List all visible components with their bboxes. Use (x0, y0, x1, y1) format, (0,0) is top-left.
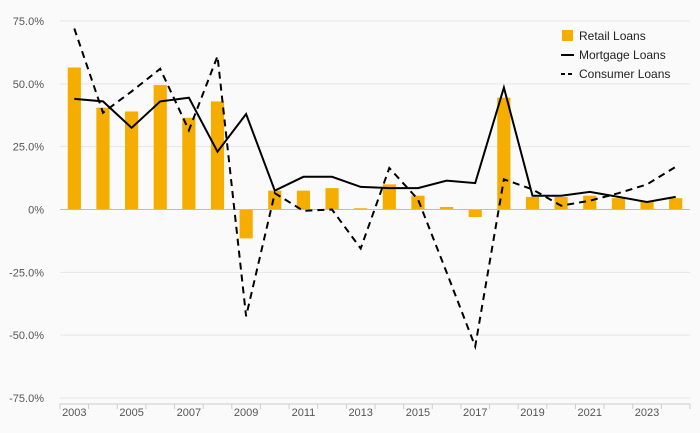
bar-retail-loans-2007 (182, 117, 196, 210)
bar-retail-loans-2023 (640, 201, 654, 210)
x-tick-label: 2021 (578, 407, 602, 419)
legend-swatch-retail-loans (562, 30, 573, 41)
x-tick-label: 2003 (62, 407, 86, 419)
x-tick-label: 2013 (348, 407, 372, 419)
legend-label-mortgage-loans: Mortgage Loans (579, 48, 666, 62)
y-tick-label: 25.0% (13, 142, 44, 154)
bar-retail-loans-2016 (440, 206, 454, 210)
x-tick-label: 2005 (119, 407, 143, 419)
legend-label-retail-loans: Retail Loans (579, 29, 646, 43)
x-axis: 2003 2005 2007 2009 2011 2013 2015 2017 2019 2021… (59, 403, 691, 419)
x-tick-label: 2017 (463, 407, 487, 419)
bar-retail-loans-2018 (497, 97, 511, 210)
x-tick-label: 2009 (234, 407, 258, 419)
bar-retail-loans-2017 (468, 209, 482, 218)
bar-retail-loans-2006 (153, 85, 167, 210)
bar-retail-loans-2004 (96, 107, 110, 210)
legend: Retail Loans Mortgage Loans Consumer Loans (561, 29, 670, 81)
bar-retail-loans-2019 (525, 196, 540, 210)
y-tick-label: -50.0% (9, 330, 44, 342)
bar-retail-loans-2020 (554, 196, 568, 210)
bar-retail-loans-2009 (239, 209, 253, 239)
bar-retail-loans-2024 (669, 198, 683, 210)
bar-retail-loans-2012 (325, 188, 339, 210)
y-tick-label: 50.0% (13, 79, 44, 91)
bar-retail-loans-2005 (125, 111, 139, 210)
bar-retail-loans-2014 (382, 184, 396, 210)
bar-retail-loans-2008 (210, 101, 225, 210)
bar-retail-loans-2022 (611, 198, 625, 210)
x-tick-label: 2019 (520, 407, 544, 419)
x-tick-label: 2011 (292, 407, 316, 419)
x-tick-label: 2007 (177, 407, 201, 419)
line-series (73, 28, 677, 351)
bar-retail-loans-2021 (583, 195, 597, 210)
x-tick-label: 2023 (635, 407, 659, 419)
y-axis: 75.0% 50.0% 25.0% 0% -25.0% -50.0% -75.0% (9, 16, 44, 405)
legend-label-consumer-loans: Consumer Loans (579, 67, 670, 81)
x-tick-label: 2015 (406, 407, 430, 419)
bar-retail-loans-2011 (296, 190, 310, 210)
y-tick-label: 0% (28, 205, 44, 217)
bar-retail-loans-2003 (67, 67, 81, 210)
y-tick-label: -75.0% (9, 393, 44, 405)
line-consumer-loans (73, 28, 677, 351)
bar-retail-loans-2015 (411, 195, 425, 210)
bar-series-retail-loans (67, 67, 683, 239)
y-tick-label: -25.0% (9, 267, 44, 279)
y-tick-label: 75.0% (13, 16, 44, 28)
bar-retail-loans-2013 (354, 208, 368, 210)
